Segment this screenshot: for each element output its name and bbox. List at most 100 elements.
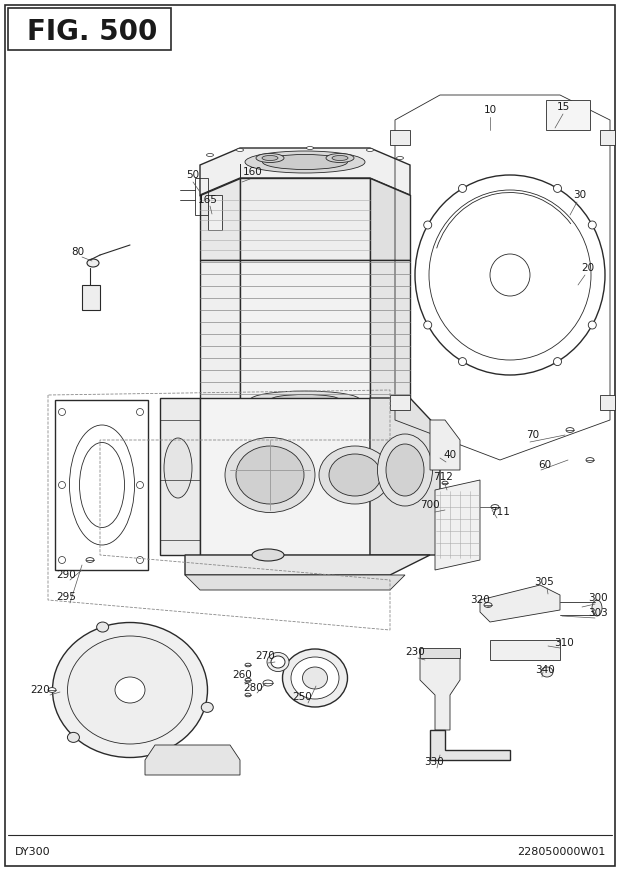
Ellipse shape — [332, 156, 348, 160]
Ellipse shape — [68, 733, 79, 742]
Polygon shape — [430, 420, 460, 470]
Ellipse shape — [271, 656, 285, 668]
Ellipse shape — [136, 557, 143, 564]
Polygon shape — [185, 555, 430, 575]
Bar — [8, 8, 171, 50]
Ellipse shape — [236, 446, 304, 504]
Text: 310: 310 — [554, 638, 574, 648]
Ellipse shape — [306, 146, 314, 150]
Text: 228050000W01: 228050000W01 — [516, 847, 605, 857]
Ellipse shape — [303, 667, 327, 689]
Ellipse shape — [263, 680, 273, 686]
Polygon shape — [600, 130, 615, 145]
Polygon shape — [490, 640, 560, 660]
Ellipse shape — [586, 457, 594, 463]
Text: 220: 220 — [30, 685, 50, 695]
Ellipse shape — [250, 391, 360, 409]
Ellipse shape — [592, 600, 602, 616]
Text: 305: 305 — [534, 577, 554, 587]
Ellipse shape — [459, 358, 466, 366]
Ellipse shape — [87, 259, 99, 267]
Ellipse shape — [291, 657, 339, 699]
Text: 320: 320 — [470, 595, 490, 605]
Ellipse shape — [245, 151, 365, 173]
Ellipse shape — [202, 702, 213, 712]
Ellipse shape — [53, 623, 208, 758]
Text: 40: 40 — [443, 450, 456, 460]
Ellipse shape — [484, 603, 492, 607]
Text: 260: 260 — [232, 670, 252, 680]
Text: 20: 20 — [582, 263, 595, 273]
Ellipse shape — [566, 428, 574, 432]
Text: 700: 700 — [420, 500, 440, 510]
Ellipse shape — [326, 153, 354, 163]
Ellipse shape — [442, 481, 448, 485]
Ellipse shape — [588, 221, 596, 229]
Ellipse shape — [366, 148, 373, 152]
Ellipse shape — [252, 549, 284, 561]
Polygon shape — [185, 575, 405, 590]
Text: FIG. 500: FIG. 500 — [27, 18, 157, 46]
Polygon shape — [145, 745, 240, 775]
Ellipse shape — [245, 663, 251, 667]
Ellipse shape — [115, 677, 145, 703]
Text: 30: 30 — [574, 190, 587, 200]
Text: 280: 280 — [243, 683, 263, 693]
Polygon shape — [200, 260, 240, 400]
Text: 70: 70 — [526, 430, 539, 440]
Text: 60: 60 — [538, 460, 552, 470]
Ellipse shape — [397, 157, 404, 159]
Ellipse shape — [541, 667, 553, 677]
Ellipse shape — [283, 649, 347, 707]
Ellipse shape — [267, 652, 289, 672]
Text: 340: 340 — [535, 665, 555, 675]
Ellipse shape — [329, 454, 381, 496]
Polygon shape — [370, 398, 440, 555]
Text: 50: 50 — [187, 170, 200, 180]
Text: 160: 160 — [243, 167, 263, 177]
Text: DY300: DY300 — [15, 847, 51, 857]
Ellipse shape — [225, 437, 315, 512]
Ellipse shape — [554, 185, 562, 192]
Ellipse shape — [270, 395, 340, 406]
Polygon shape — [546, 100, 590, 130]
Polygon shape — [600, 395, 615, 410]
Ellipse shape — [164, 438, 192, 498]
Ellipse shape — [48, 687, 56, 692]
Polygon shape — [390, 395, 410, 410]
Polygon shape — [160, 398, 200, 555]
Ellipse shape — [245, 679, 251, 682]
Polygon shape — [430, 730, 510, 760]
Polygon shape — [208, 195, 222, 230]
Text: 711: 711 — [490, 507, 510, 517]
Ellipse shape — [491, 504, 499, 510]
Text: 230: 230 — [405, 647, 425, 657]
Ellipse shape — [68, 636, 192, 744]
Polygon shape — [370, 178, 410, 260]
Text: 165: 165 — [198, 195, 218, 205]
Polygon shape — [420, 648, 460, 658]
Ellipse shape — [97, 622, 108, 632]
Ellipse shape — [245, 693, 251, 697]
Ellipse shape — [459, 185, 466, 192]
Ellipse shape — [58, 482, 66, 489]
Ellipse shape — [423, 221, 432, 229]
Ellipse shape — [262, 154, 347, 170]
Ellipse shape — [386, 444, 424, 496]
Ellipse shape — [378, 434, 433, 506]
Text: 290: 290 — [56, 570, 76, 580]
Text: 250: 250 — [292, 692, 312, 702]
Polygon shape — [200, 398, 370, 555]
Ellipse shape — [136, 408, 143, 415]
Text: 10: 10 — [484, 105, 497, 115]
Polygon shape — [420, 650, 460, 730]
Text: 295: 295 — [56, 592, 76, 602]
Ellipse shape — [58, 408, 66, 415]
Ellipse shape — [554, 358, 562, 366]
Ellipse shape — [206, 153, 213, 157]
Text: 270: 270 — [255, 651, 275, 661]
Text: 300: 300 — [588, 593, 608, 603]
Ellipse shape — [423, 321, 432, 329]
Polygon shape — [200, 178, 240, 260]
Ellipse shape — [136, 482, 143, 489]
